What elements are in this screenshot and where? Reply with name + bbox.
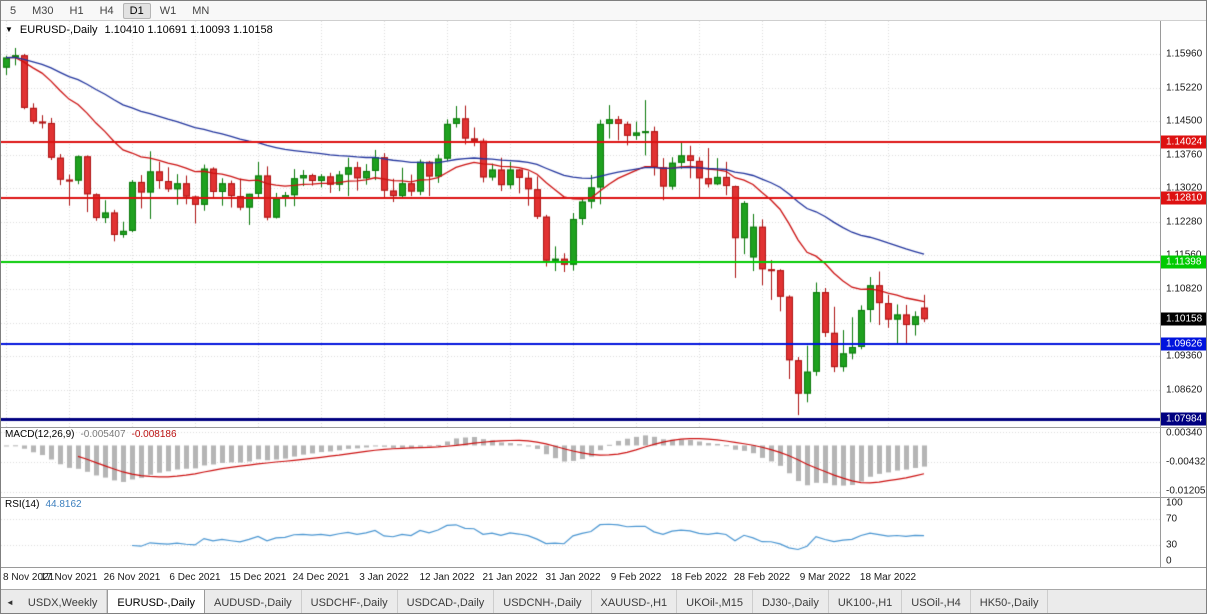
timeframe-button-d1[interactable]: D1 <box>122 2 151 19</box>
price-axis-label: 1.15960 <box>1166 48 1203 60</box>
chart-title: ▼ EURUSD-,Daily 1.10410 1.10691 1.10093 … <box>5 24 273 36</box>
price-axis-label: 1.14500 <box>1166 115 1203 127</box>
chart-tab-xauusd-h1[interactable]: XAUUSD-,H1 <box>592 590 678 613</box>
price-axis-label: 1.13760 <box>1166 149 1203 160</box>
timeframe-toolbar: 5 M30 H1 H4 D1 W1 MN <box>1 1 1206 21</box>
panel-separator[interactable] <box>1 497 1206 498</box>
rsi-value: 44.8162 <box>45 499 82 510</box>
time-axis-label: 9 Feb 2022 <box>610 572 662 583</box>
time-axis-label: 15 Dec 2021 <box>229 572 287 583</box>
price-axis-label: 1.08620 <box>1166 384 1203 395</box>
macd-indicator-panel: MACD(12,26,9) -0.005407 -0.008186 0.0034… <box>1 427 1206 497</box>
rsi-canvas[interactable] <box>1 497 1160 567</box>
price-axis-label: 1.15220 <box>1166 82 1203 94</box>
rsi-axis-label: 0 <box>1166 555 1172 567</box>
timeframe-button-w1[interactable]: W1 <box>159 4 177 17</box>
chart-tab-usdchf-daily[interactable]: USDCHF-,Daily <box>302 590 398 613</box>
panel-separator[interactable] <box>1 427 1206 428</box>
timeframe-button-mn[interactable]: MN <box>192 4 210 17</box>
rsi-axis-label: 100 <box>1166 497 1183 509</box>
rsi-axis-label: 30 <box>1166 539 1178 551</box>
chart-dropdown-icon[interactable]: ▼ <box>5 25 13 34</box>
rsi-axis[interactable]: 100 70 30 0 <box>1161 497 1206 567</box>
hline-price-badge: 1.07984 <box>1161 412 1206 426</box>
time-axis-label: 31 Jan 2022 <box>545 572 601 583</box>
timeframe-button-h1[interactable]: H1 <box>69 4 84 17</box>
chart-tabs-bar: ◄ USDX,Weekly EURUSD-,Daily AUDUSD-,Daily US… <box>1 589 1206 613</box>
timeframe-button-m30[interactable]: M30 <box>32 4 54 17</box>
time-axis-label: 26 Nov 2021 <box>103 572 161 583</box>
price-axis-label: 1.10820 <box>1166 283 1203 295</box>
time-axis-label: 24 Dec 2021 <box>292 572 350 583</box>
chart-tab-usdx-weekly[interactable]: USDX,Weekly <box>19 590 108 613</box>
chart-tab-dj30-daily[interactable]: DJ30-,Daily <box>753 590 829 613</box>
price-axis[interactable]: 1.15960 1.15220 1.14500 1.13760 1.13020 1.122… <box>1161 21 1206 427</box>
hline-price-badge: 1.11398 <box>1161 255 1206 269</box>
macd-signal-value: -0.008186 <box>131 429 177 440</box>
chart-tab-ukoil-m15[interactable]: UKOil-,M15 <box>677 590 753 613</box>
chart-tab-uk100-h1[interactable]: UK100-,H1 <box>829 590 903 613</box>
macd-axis-label: -0.00432 <box>1166 456 1206 468</box>
chart-tab-usoil-h4[interactable]: USOil-,H4 <box>902 590 971 613</box>
hline-price-badge: 1.09626 <box>1161 337 1206 350</box>
tab-scroll-left-icon[interactable]: ◄ <box>6 598 14 607</box>
macd-main-value: -0.005407 <box>80 429 126 440</box>
macd-canvas[interactable] <box>1 427 1160 497</box>
rsi-title: RSI(14) 44.8162 <box>5 499 82 510</box>
macd-axis[interactable]: 0.00340 -0.00432 -0.01205 <box>1161 427 1206 497</box>
rsi-indicator-name: RSI(14) <box>5 499 40 510</box>
time-axis-label: 6 Dec 2021 <box>169 572 221 583</box>
chart-symbol-label: EURUSD-,Daily <box>19 24 98 36</box>
price-scale-separator <box>1160 21 1161 567</box>
time-axis-label: 21 Jan 2022 <box>482 572 538 583</box>
chart-tab-audusd-daily[interactable]: AUDUSD-,Daily <box>205 590 302 613</box>
price-chart-canvas[interactable] <box>1 21 1160 427</box>
price-axis-label: 1.11560 <box>1166 250 1201 261</box>
chart-tab-usdcad-daily[interactable]: USDCAD-,Daily <box>398 590 495 613</box>
price-chart-panel: ▼ EURUSD-,Daily 1.10410 1.10691 1.10093 … <box>1 21 1206 427</box>
rsi-indicator-panel: RSI(14) 44.8162 100 70 30 0 <box>1 497 1206 567</box>
time-axis-label: 8 Nov 2021 <box>3 572 55 583</box>
time-axis-label: 12 Jan 2022 <box>419 572 475 583</box>
time-axis-label: 3 Jan 2022 <box>359 572 409 583</box>
time-axis-label: 18 Mar 2022 <box>859 572 917 583</box>
chart-ohlc-values: 1.10410 1.10691 1.10093 1.10158 <box>104 24 273 36</box>
time-axis-label: 28 Feb 2022 <box>733 572 791 583</box>
time-axis[interactable]: 8 Nov 2021 17 Nov 2021 26 Nov 2021 6 Dec 20… <box>1 567 1206 589</box>
chart-tab-hk50-daily[interactable]: HK50-,Daily <box>971 590 1049 613</box>
macd-axis-label: 0.00340 <box>1166 427 1203 439</box>
time-axis-label: 18 Feb 2022 <box>670 572 728 583</box>
panel-separator <box>1 567 1206 568</box>
macd-title: MACD(12,26,9) -0.005407 -0.008186 <box>5 429 177 440</box>
chart-tab-eurusd-daily[interactable]: EURUSD-,Daily <box>107 590 206 613</box>
time-axis-label: 17 Nov 2021 <box>40 572 98 583</box>
time-axis-label: 9 Mar 2022 <box>799 572 851 583</box>
timeframe-button-h4[interactable]: H4 <box>99 4 114 17</box>
timeframe-button-5[interactable]: 5 <box>10 4 17 17</box>
chart-tab-usdcnh-daily[interactable]: USDCNH-,Daily <box>494 590 592 613</box>
price-axis-label: 1.12280 <box>1166 216 1203 228</box>
price-axis-label: 1.13020 <box>1166 182 1203 194</box>
macd-indicator-name: MACD(12,26,9) <box>5 429 75 440</box>
current-price-badge: 1.10158 <box>1161 312 1206 326</box>
hline-price-badge: 1.12810 <box>1161 191 1206 205</box>
price-axis-label: 1.09360 <box>1166 350 1203 362</box>
hline-price-badge: 1.14024 <box>1161 135 1206 149</box>
macd-axis-label: -0.01205 <box>1166 485 1206 497</box>
rsi-axis-label: 70 <box>1166 513 1178 525</box>
